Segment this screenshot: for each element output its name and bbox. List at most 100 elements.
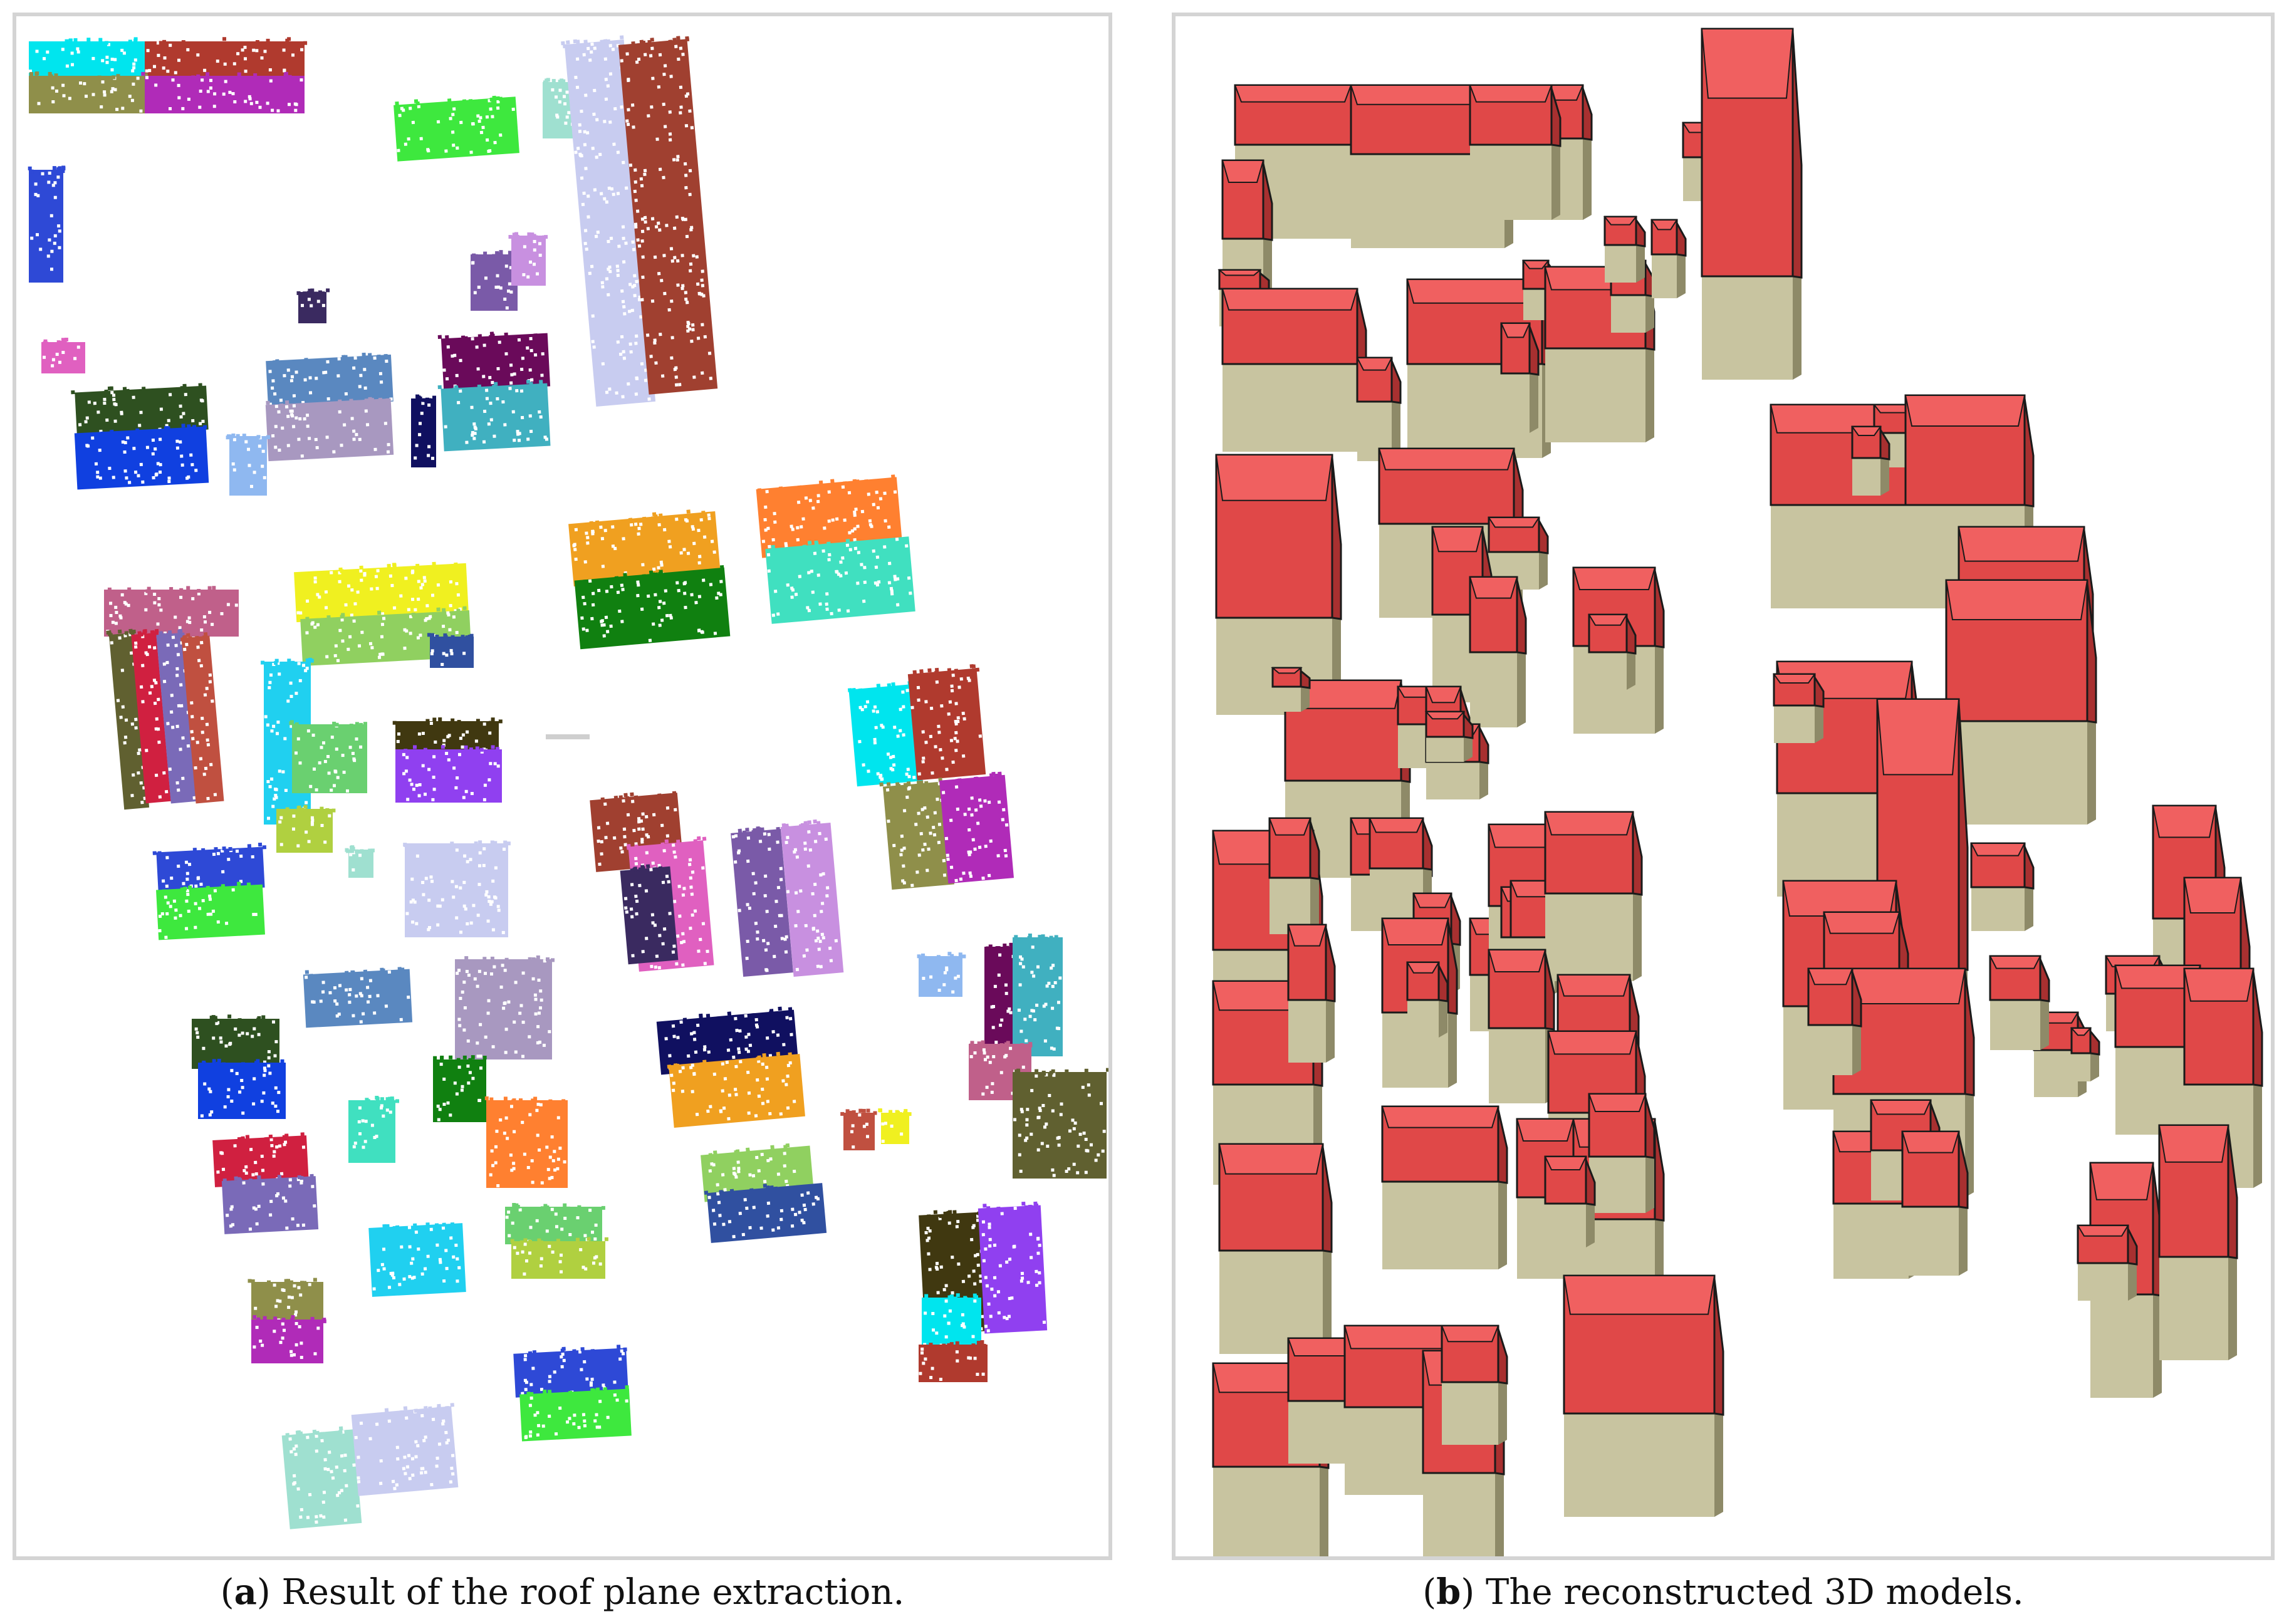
roof-plane-segment [394, 95, 519, 162]
caption-a-text: Result of the roof plane extraction. [281, 1572, 905, 1613]
roof-plane-segment [198, 1058, 286, 1119]
roof-plane-segment [41, 338, 85, 373]
roof-plane-segment [29, 37, 145, 76]
building-model [1989, 955, 2050, 1050]
roof-plane-segment [939, 771, 1014, 884]
roof-plane-segment [392, 717, 503, 752]
building-model [1221, 288, 1367, 452]
roof-plane-segment [289, 720, 367, 793]
building-model [1488, 949, 1555, 1103]
roof-plane-segment [74, 424, 209, 490]
building-model [1588, 1093, 1655, 1213]
building-model [1563, 1274, 1724, 1517]
building-model [2158, 1124, 2238, 1360]
building-model [1970, 842, 2035, 931]
building-model [1488, 516, 1549, 590]
building-model [1381, 1105, 1508, 1269]
building-model [1945, 579, 2097, 825]
roof-plane-segment [437, 331, 551, 392]
stray-points [546, 734, 590, 739]
building-model [1603, 216, 1646, 283]
roof-plane-segment [508, 232, 548, 286]
panel-a-roof-plane-extraction [13, 13, 1112, 1560]
roof-plane-segment [156, 628, 199, 804]
caption-b-text: The reconstructed 3D models. [1485, 1572, 2024, 1613]
building-model [1469, 84, 1562, 220]
building-model [1901, 1130, 1969, 1276]
roof-plane-segment [395, 745, 502, 803]
roof-plane-segment [131, 628, 171, 804]
roof-plane-segment [780, 819, 844, 977]
building-model [1500, 322, 1540, 433]
roof-plane-segment [71, 383, 209, 437]
roof-plane-segment [141, 71, 305, 113]
roof-plane-point-clouds [28, 35, 1108, 1529]
roof-plane-segment [368, 1222, 466, 1297]
roof-plane-segment [251, 1315, 326, 1363]
roof-plane-segment [29, 71, 148, 113]
roof-plane-segment [281, 1426, 362, 1529]
roof-plane-segment [294, 561, 469, 623]
roof-plane-segment [907, 664, 986, 781]
roof-plane-segment [411, 394, 436, 467]
roof-plane-segment [704, 1183, 827, 1243]
building-model [1851, 425, 1890, 496]
roof-plane-segment [156, 882, 265, 940]
roof-plane-segment [471, 250, 518, 311]
building-model [1807, 967, 1862, 1075]
building-model [1424, 710, 1474, 762]
building-model [1406, 961, 1449, 1038]
roof-plane-segment [427, 633, 474, 668]
building-model [1356, 357, 1402, 461]
roof-plane-segment [180, 632, 224, 804]
roof-plane-segment [561, 35, 656, 407]
roof-plane-segment [484, 1096, 568, 1188]
building-model [1271, 667, 1311, 712]
building-model [1544, 1155, 1596, 1247]
roof-plane-segment [345, 845, 375, 878]
roof-plane-segment [437, 380, 551, 452]
roof-plane-segment [618, 36, 718, 395]
caption-a-letter: a [234, 1571, 257, 1613]
3d-building-models [1212, 28, 2263, 1556]
roof-plane-segment [847, 679, 923, 787]
roof-plane-segment [276, 804, 336, 853]
building-model [2077, 1224, 2138, 1301]
roof-plane-segment [104, 586, 239, 637]
roof-plane-segment [620, 864, 679, 965]
roof-plane-segment [568, 509, 721, 587]
caption-a: (a) Result of the roof plane extraction. [220, 1571, 905, 1613]
panel-b-reconstructed-3d-models [1172, 13, 2275, 1560]
roof-plane-segment [266, 352, 394, 409]
caption-b: (b) The reconstructed 3D models. [1422, 1571, 2024, 1613]
roof-plane-segment [152, 842, 267, 893]
building-model [1469, 576, 1527, 727]
roof-plane-segment [667, 1051, 805, 1128]
building-model [1268, 817, 1320, 934]
building-model [1572, 566, 1665, 734]
roof-plane-segment [28, 165, 66, 283]
building-model [1650, 219, 1687, 298]
roof-plane-segment [731, 826, 793, 977]
building-model [1701, 28, 1803, 380]
roof-plane-segment [351, 1403, 459, 1496]
building-model [1773, 673, 1825, 743]
caption-b-letter: b [1436, 1571, 1461, 1613]
roof-plane-segment [978, 1201, 1048, 1334]
roof-plane-segment [403, 840, 511, 937]
roof-plane-segment [879, 778, 955, 890]
roof-plane-segment [840, 1108, 877, 1150]
roof-plane-segment [221, 1174, 319, 1234]
roof-plane-segment [433, 1055, 487, 1122]
roof-plane-segment [1013, 1068, 1108, 1179]
roof-plane-segment [300, 606, 472, 667]
building-model [2070, 1027, 2100, 1081]
building-model [1441, 1325, 1508, 1445]
roof-plane-segment [510, 1237, 608, 1279]
building-model [1287, 924, 1336, 1063]
roof-plane-segment [455, 955, 555, 1059]
roof-plane-segment [145, 37, 308, 76]
roof-plane-segment [505, 1203, 605, 1244]
roof-plane-segment [878, 1108, 912, 1144]
roof-plane-segment [265, 397, 394, 462]
